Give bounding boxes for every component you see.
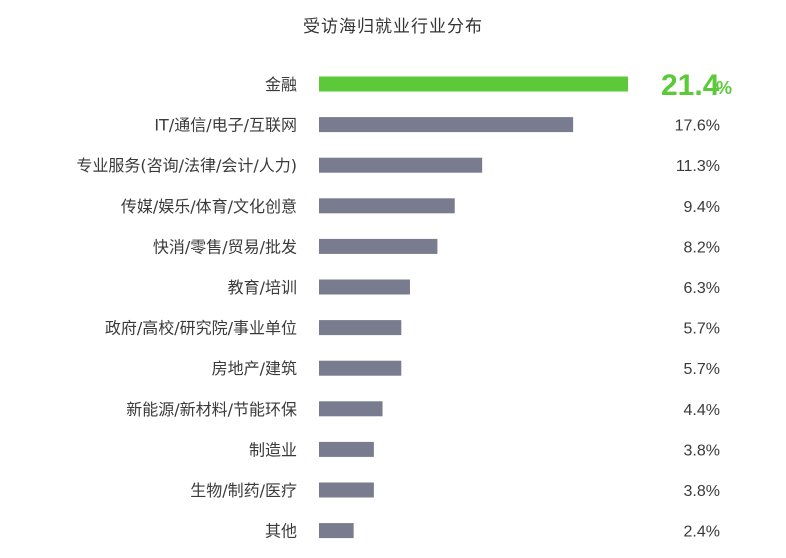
category-label: 生物/制药/医疗	[190, 481, 297, 500]
value-label: 5.7%	[684, 321, 720, 338]
value-label: 9.4%	[684, 199, 720, 216]
bar-highlight	[319, 76, 628, 92]
category-label: 快消/零售/贸易/批发	[153, 237, 297, 256]
value-label-suffix: %	[716, 78, 732, 98]
value-label: 6.3%	[684, 280, 720, 297]
category-label: 新能源/新材料/节能环保	[126, 400, 297, 419]
value-label: 3.8%	[684, 442, 720, 459]
category-label: 制造业	[249, 440, 297, 459]
bar	[319, 198, 455, 214]
bar	[319, 238, 438, 254]
bar	[319, 320, 402, 336]
bar	[319, 441, 374, 457]
value-label: 8.2%	[684, 239, 720, 256]
value-label: 4.4%	[684, 402, 720, 419]
category-label: 其他	[265, 522, 297, 541]
category-label: 房地产/建筑	[212, 359, 297, 378]
value-label: 11.3%	[676, 158, 720, 175]
bar	[319, 523, 354, 539]
chart-title: 受访海归就业行业分布	[303, 17, 483, 37]
category-label: 教育/培训	[228, 278, 297, 297]
category-label: 金融	[265, 75, 297, 94]
bar	[319, 157, 483, 173]
category-label: 政府/高校/研究院/事业单位	[105, 319, 297, 338]
value-label-highlight: 21.4	[661, 69, 720, 102]
bar	[319, 117, 574, 133]
category-label: 传媒/娱乐/体育/文化创意	[121, 197, 297, 216]
category-label: 专业服务(咨询/法律/会计/人力)	[76, 156, 297, 175]
value-label: 3.8%	[684, 483, 720, 500]
value-label: 2.4%	[684, 524, 720, 541]
value-label: 5.7%	[684, 361, 720, 378]
bar	[319, 279, 410, 295]
value-label: 17.6%	[675, 118, 720, 135]
bar	[319, 482, 374, 498]
bar	[319, 360, 402, 376]
category-label: IT/通信/电子/互联网	[154, 116, 297, 135]
bar	[319, 401, 383, 417]
